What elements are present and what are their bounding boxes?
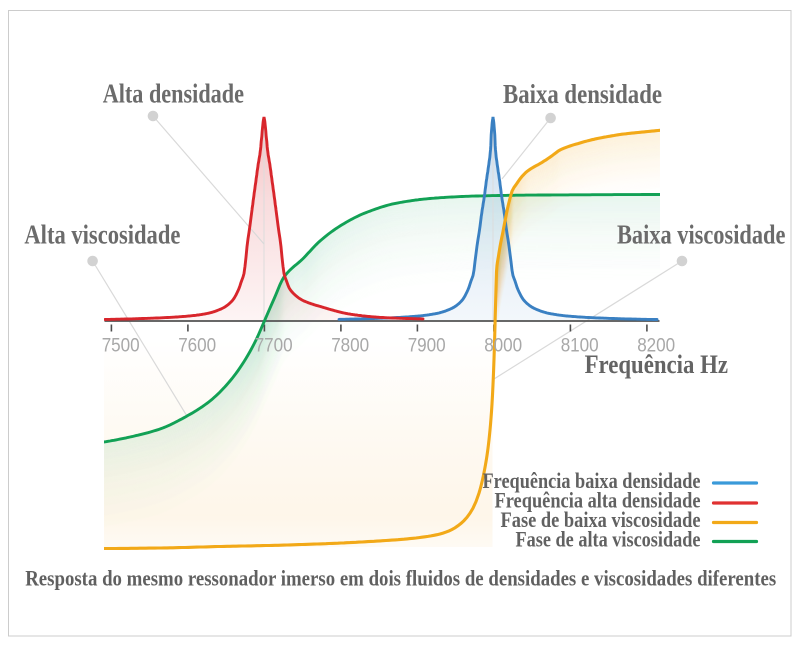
svg-text:Alta densidade: Alta densidade — [103, 78, 244, 109]
svg-text:Frequência alta densidade: Frequência alta densidade — [495, 489, 701, 513]
svg-text:Alta viscosidade: Alta viscosidade — [24, 218, 180, 249]
svg-text:7600: 7600 — [178, 335, 216, 357]
svg-text:Resposta do mesmo ressonador i: Resposta do mesmo ressonador imerso em d… — [25, 565, 776, 590]
svg-text:7800: 7800 — [331, 335, 369, 357]
svg-text:8000: 8000 — [484, 335, 522, 357]
svg-text:8200: 8200 — [637, 335, 675, 357]
svg-text:Baixa densidade: Baixa densidade — [503, 78, 662, 109]
svg-text:Frequência Hz: Frequência Hz — [585, 349, 729, 379]
svg-text:7900: 7900 — [408, 335, 446, 357]
svg-text:Fase de alta viscosidade: Fase de alta viscosidade — [516, 528, 701, 552]
svg-text:7700: 7700 — [255, 335, 293, 357]
svg-text:Baixa viscosidade: Baixa viscosidade — [617, 218, 785, 249]
svg-text:Fase de baixa viscosidade: Fase de baixa viscosidade — [501, 508, 701, 532]
svg-text:Frequência baixa densidade: Frequência baixa densidade — [483, 469, 701, 493]
svg-text:7500: 7500 — [102, 335, 140, 357]
svg-text:8100: 8100 — [561, 335, 599, 357]
